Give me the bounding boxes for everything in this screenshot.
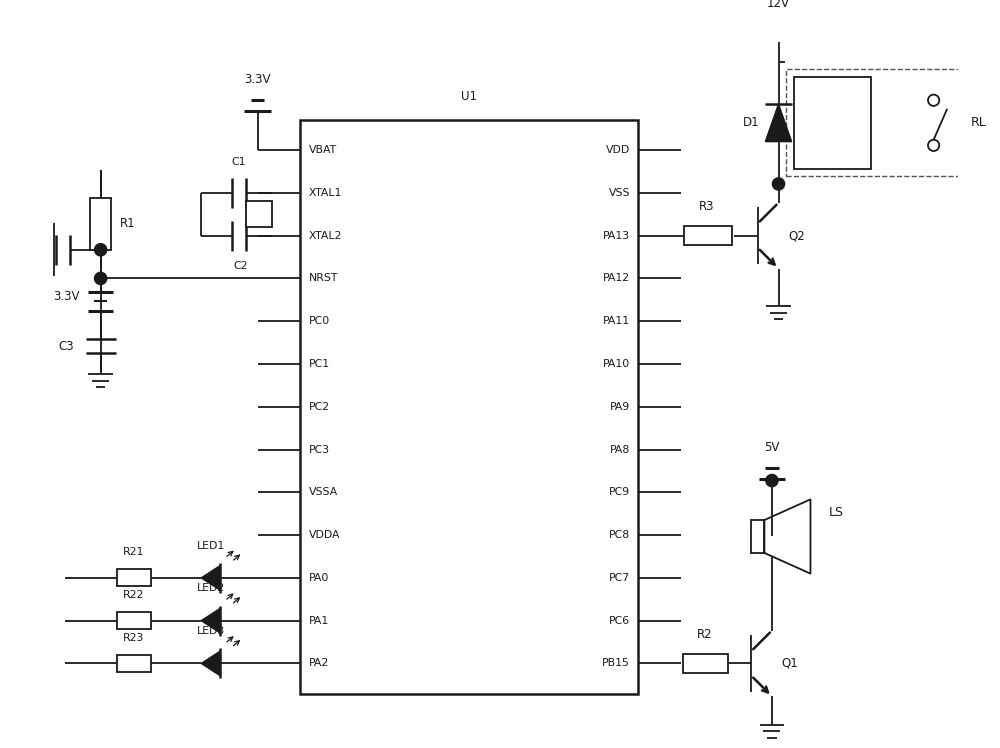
Text: R1: R1 bbox=[120, 218, 136, 230]
Bar bbox=[300, 120, 638, 693]
Text: VBAT: VBAT bbox=[308, 145, 337, 155]
Text: D1: D1 bbox=[743, 117, 759, 129]
Text: LED1: LED1 bbox=[197, 541, 225, 551]
Circle shape bbox=[928, 94, 939, 106]
Circle shape bbox=[772, 178, 785, 190]
Text: 3.3V: 3.3V bbox=[54, 290, 80, 303]
Bar bbox=[794, 77, 871, 169]
Text: PC9: PC9 bbox=[609, 487, 630, 497]
Text: PC2: PC2 bbox=[308, 402, 330, 411]
Bar bbox=[90, 198, 111, 250]
Polygon shape bbox=[764, 500, 810, 574]
Bar bbox=[751, 520, 764, 553]
Polygon shape bbox=[201, 565, 220, 590]
Text: RL: RL bbox=[971, 117, 987, 129]
Text: 5V: 5V bbox=[764, 441, 780, 454]
Text: PC7: PC7 bbox=[609, 573, 630, 583]
Text: PA2: PA2 bbox=[308, 658, 329, 669]
Text: PC6: PC6 bbox=[609, 616, 630, 625]
Polygon shape bbox=[201, 608, 220, 633]
Text: C1: C1 bbox=[232, 156, 246, 167]
Text: R21: R21 bbox=[123, 548, 145, 557]
Bar bbox=[684, 226, 732, 245]
Text: C2: C2 bbox=[233, 261, 248, 271]
Text: C3: C3 bbox=[58, 340, 74, 352]
Text: PB15: PB15 bbox=[602, 658, 630, 669]
Text: LS: LS bbox=[828, 506, 843, 520]
Text: PA0: PA0 bbox=[308, 573, 329, 583]
Bar bbox=[683, 654, 728, 673]
Circle shape bbox=[766, 474, 778, 487]
Text: PA8: PA8 bbox=[610, 444, 630, 455]
Circle shape bbox=[95, 244, 107, 256]
Bar bbox=[786, 70, 960, 177]
Text: XTAL2: XTAL2 bbox=[308, 230, 342, 241]
Circle shape bbox=[95, 272, 107, 284]
Text: PA9: PA9 bbox=[610, 402, 630, 411]
Text: R22: R22 bbox=[123, 590, 145, 600]
Text: PC0: PC0 bbox=[308, 316, 330, 326]
Text: U1: U1 bbox=[461, 90, 477, 103]
Text: Q1: Q1 bbox=[781, 657, 798, 670]
Text: PA10: PA10 bbox=[603, 359, 630, 369]
Text: 3.3V: 3.3V bbox=[244, 73, 271, 86]
Polygon shape bbox=[201, 652, 220, 675]
Text: 12V: 12V bbox=[767, 0, 790, 10]
Text: PA12: PA12 bbox=[603, 274, 630, 283]
Text: VSSA: VSSA bbox=[308, 487, 338, 497]
Bar bbox=[246, 201, 272, 227]
Text: LED3: LED3 bbox=[197, 626, 225, 636]
Text: Q2: Q2 bbox=[788, 229, 805, 242]
Text: VDDA: VDDA bbox=[308, 530, 340, 540]
Text: PA1: PA1 bbox=[308, 616, 329, 625]
Text: PC3: PC3 bbox=[308, 444, 330, 455]
Text: R23: R23 bbox=[123, 633, 145, 643]
Bar bbox=[117, 569, 151, 586]
Text: PA11: PA11 bbox=[603, 316, 630, 326]
Text: LED2: LED2 bbox=[197, 583, 225, 593]
Text: XTAL1: XTAL1 bbox=[308, 188, 342, 198]
Bar bbox=[117, 612, 151, 629]
Text: PA13: PA13 bbox=[603, 230, 630, 241]
Text: PC1: PC1 bbox=[308, 359, 330, 369]
Circle shape bbox=[772, 19, 785, 33]
Text: R3: R3 bbox=[699, 200, 714, 213]
Circle shape bbox=[928, 140, 939, 151]
Polygon shape bbox=[765, 104, 792, 141]
Text: R2: R2 bbox=[696, 628, 712, 641]
Text: VSS: VSS bbox=[608, 188, 630, 198]
Bar bbox=[117, 655, 151, 672]
Text: PC8: PC8 bbox=[609, 530, 630, 540]
Text: VDD: VDD bbox=[606, 145, 630, 155]
Text: NRST: NRST bbox=[308, 274, 338, 283]
